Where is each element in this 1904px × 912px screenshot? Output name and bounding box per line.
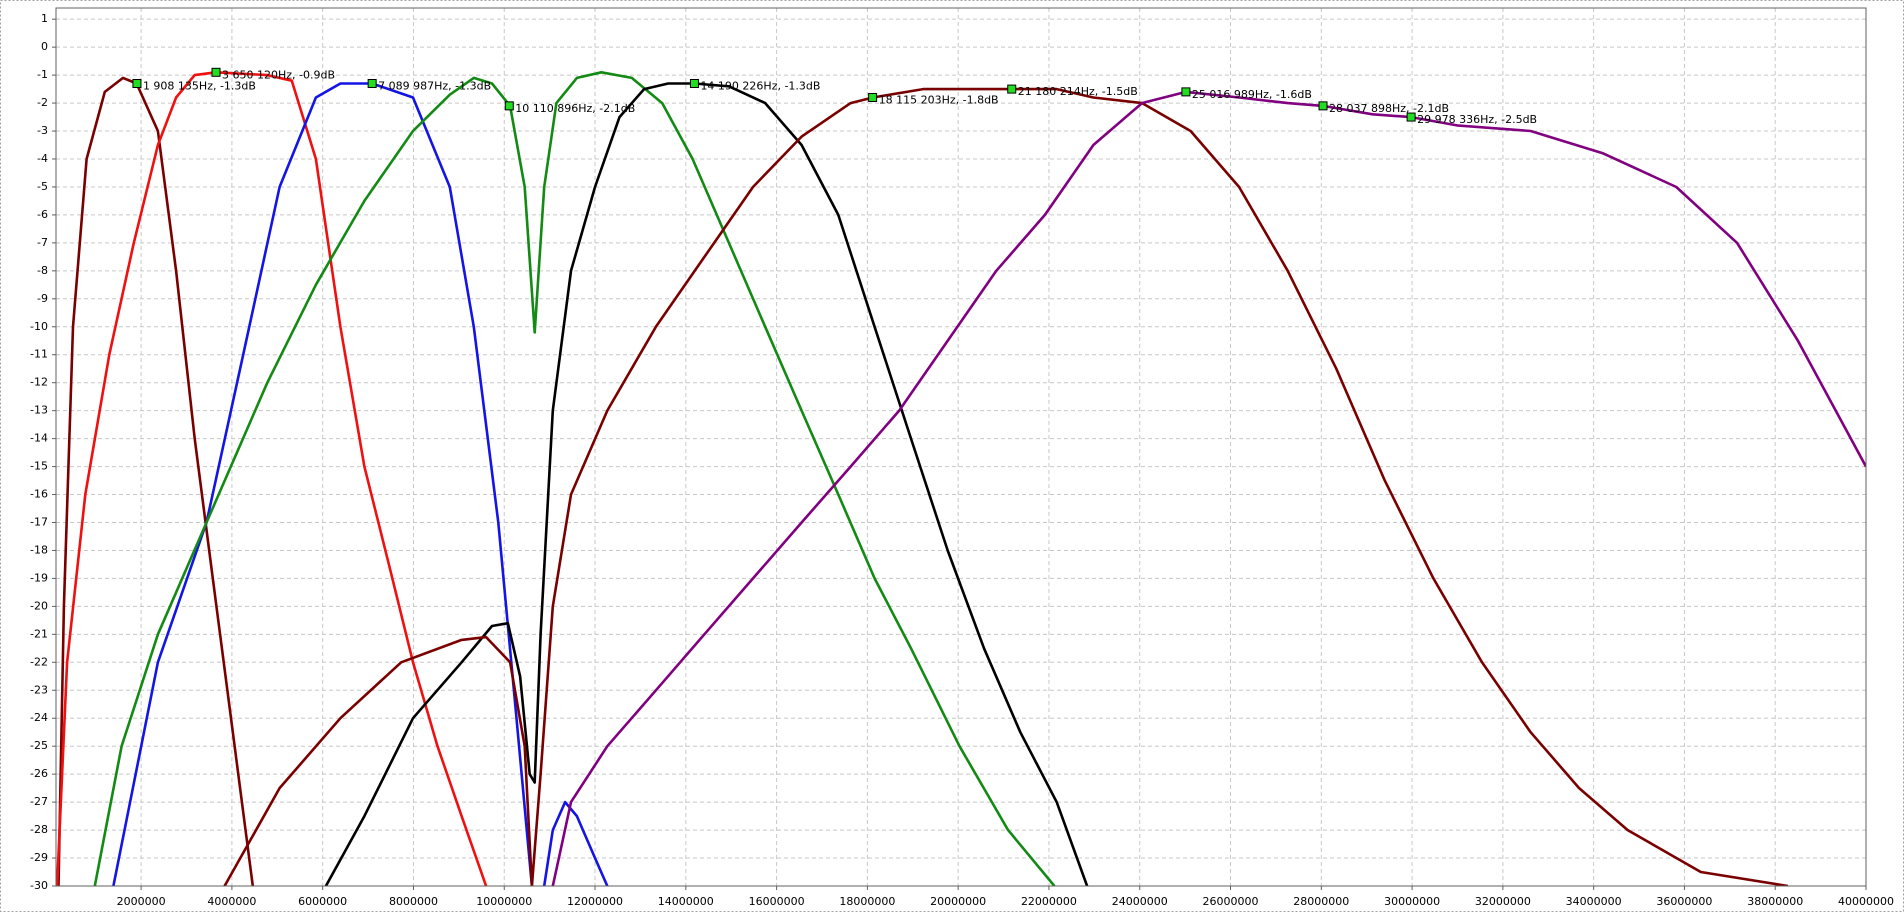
y-tick-label: -18 [30,543,48,556]
y-tick-label: -14 [30,432,48,445]
y-tick-label: -9 [37,292,48,305]
y-tick-label: -17 [30,515,48,528]
series-line [56,71,488,886]
y-tick-label: -2 [37,96,48,109]
y-tick-label: -25 [30,739,48,752]
series-line [551,90,1866,886]
y-tick-label: 0 [41,40,48,53]
y-tick-label: 1 [41,12,48,25]
y-tick-label: -7 [37,236,48,249]
x-tick-label: 32000000 [1475,895,1531,908]
series-line [112,82,609,886]
marker-label: 28 037 898Hz, -2.1dB [1329,102,1449,115]
y-tick-label: -1 [37,68,48,81]
marker [132,78,142,88]
x-tick-label: 18000000 [839,895,895,908]
y-tick-label: -11 [30,348,48,361]
x-tick-label: 26000000 [1203,895,1259,908]
marker-label: 25 016 989Hz, -1.6dB [1192,88,1312,101]
marker [1318,101,1328,111]
marker-label: 18 115 203Hz, -1.8dB [879,93,999,106]
y-tick-label: -3 [37,124,48,137]
x-tick-label: 8000000 [389,895,438,908]
x-tick-label: 34000000 [1566,895,1622,908]
y-tick-label: -15 [30,460,48,473]
y-tick-label: -20 [30,599,48,612]
y-tick-label: -16 [30,488,48,501]
marker-label: 21 180 214Hz, -1.5dB [1018,85,1138,98]
y-tick-label: -10 [30,320,48,333]
x-tick-label: 20000000 [930,895,986,908]
x-tick-label: 14000000 [658,895,714,908]
y-tick-label: -22 [30,655,48,668]
axis-layer: 1 0 -1 -2 -3 -4 -5 -6 -7 -8 -9 -10 -11 -12 -13 -14 -15 -1… [30,12,1894,908]
marker [1007,84,1017,94]
marker [1181,87,1191,97]
y-tick-label: -29 [30,851,48,864]
marker-label: 10 110 896Hz, -2.1dB [515,102,635,115]
y-tick-label: -26 [30,767,48,780]
x-tick-label: 22000000 [1021,895,1077,908]
x-tick-label: 6000000 [298,895,347,908]
series-line [93,71,1056,886]
x-tick-label: 30000000 [1384,895,1440,908]
series-line [324,82,1089,886]
marker [504,101,514,111]
grid-layer [56,8,1867,887]
marker [211,67,221,77]
x-tick-label: 12000000 [567,895,623,908]
x-tick-label: 28000000 [1293,895,1349,908]
marker [1406,112,1416,122]
x-tick-label: 24000000 [1112,895,1168,908]
marker-label: 14 190 226Hz, -1.3dB [700,79,820,92]
marker-label: 1 908 135Hz, -1.3dB [143,79,256,92]
y-tick-label: -8 [37,264,48,277]
x-tick-label: 2000000 [117,895,166,908]
y-tick-label: -23 [30,683,48,696]
x-tick-label: 36000000 [1656,895,1712,908]
y-tick-label: -6 [37,208,48,221]
marker [367,78,377,88]
y-tick-label: -30 [30,879,48,892]
x-tick-label: 38000000 [1747,895,1803,908]
y-tick-label: -19 [30,571,48,584]
y-tick-label: -4 [37,152,48,165]
marker-label: 29 978 336Hz, -2.5dB [1417,113,1537,126]
x-tick-label: 40000000 [1838,895,1894,908]
y-tick-label: -28 [30,823,48,836]
marker-label: 7 089 987Hz, -1.3dB [378,79,491,92]
y-tick-label: -27 [30,795,48,808]
x-tick-label: 16000000 [749,895,805,908]
marker-label: 3 650 120Hz, -0.9dB [222,68,335,81]
x-tick-label: 4000000 [207,895,256,908]
plot-border [55,7,1867,887]
y-tick-label: -5 [37,180,48,193]
marker [689,78,699,88]
y-tick-label: -12 [30,376,48,389]
y-tick-label: -21 [30,627,48,640]
y-tick-label: -13 [30,404,48,417]
marker [868,92,878,102]
x-tick-label: 10000000 [476,895,532,908]
y-tick-label: -24 [30,711,48,724]
